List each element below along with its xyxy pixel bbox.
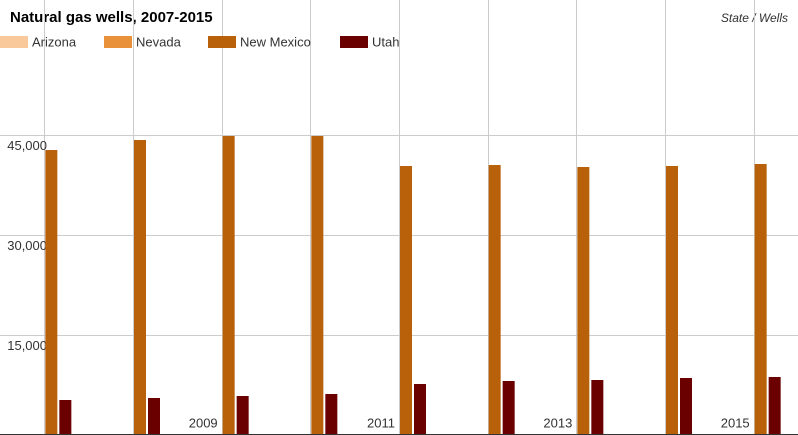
- legend-label: Utah: [372, 34, 399, 49]
- legend-swatch: [208, 36, 236, 48]
- y-tick-label: 15,000: [7, 338, 47, 353]
- bar: [236, 396, 249, 435]
- bar: [222, 136, 235, 435]
- bar: [45, 150, 58, 435]
- bar: [148, 398, 160, 435]
- bar: [488, 165, 501, 435]
- y-tick-label: 45,000: [7, 138, 47, 153]
- x-tick-label: 2011: [367, 415, 395, 430]
- bar: [577, 167, 590, 435]
- bar: [59, 400, 72, 435]
- legend-swatch: [0, 36, 28, 48]
- bar: [680, 378, 692, 435]
- bar: [591, 380, 604, 435]
- x-tick-label: 2015: [721, 415, 750, 430]
- legend-label: Nevada: [136, 34, 182, 49]
- bar: [502, 381, 515, 435]
- bar: [134, 140, 146, 435]
- bar: [325, 394, 338, 435]
- legend-swatch: [104, 36, 132, 48]
- x-tick-label: 2013: [543, 415, 572, 430]
- legend-swatch: [340, 36, 368, 48]
- bar: [414, 384, 426, 435]
- bar: [768, 377, 781, 435]
- bar: [666, 166, 678, 435]
- x-tick-label: 2009: [189, 415, 218, 430]
- legend-label: New Mexico: [240, 34, 311, 49]
- bar: [400, 166, 412, 435]
- bar: [754, 164, 767, 435]
- chart-title: Natural gas wells, 2007-2015: [10, 9, 213, 26]
- legend-label: Arizona: [32, 34, 77, 49]
- bar: [311, 136, 324, 435]
- y-tick-label: 30,000: [7, 238, 47, 253]
